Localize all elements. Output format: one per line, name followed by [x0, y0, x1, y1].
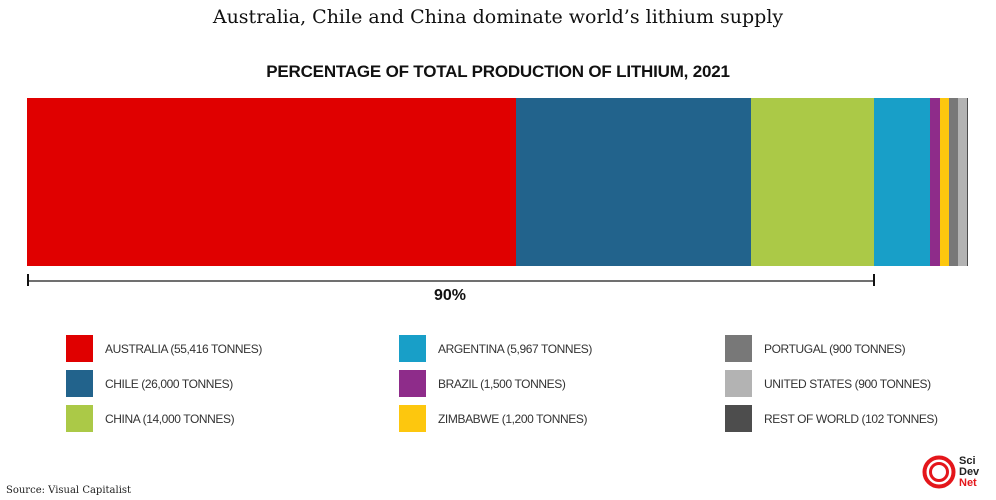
- legend-item-united-states: UNITED STATES (900 TONNES): [725, 370, 931, 397]
- logo-line-dev: Dev: [959, 465, 980, 478]
- legend-label: ARGENTINA (5,967 TONNES): [438, 341, 593, 356]
- bar-segment-argentina: [874, 98, 930, 266]
- legend-item-zimbabwe: ZIMBABWE (1,200 TONNES): [399, 405, 587, 432]
- logo-line-net: Net: [959, 476, 977, 489]
- legend-swatch: [66, 370, 93, 397]
- legend-item-chile: CHILE (26,000 TONNES): [66, 370, 233, 397]
- bracket-line: [27, 280, 874, 282]
- bar-segment-chile: [516, 98, 751, 266]
- legend-item-argentina: ARGENTINA (5,967 TONNES): [399, 335, 592, 362]
- bar-segment-zimbabwe: [940, 98, 949, 266]
- legend-swatch: [66, 335, 93, 362]
- legend-swatch: [399, 335, 426, 362]
- legend-swatch: [399, 405, 426, 432]
- legend-label: UNITED STATES (900 TONNES): [764, 376, 931, 391]
- legend-swatch: [725, 370, 752, 397]
- legend-label: BRAZIL (1,500 TONNES): [438, 376, 566, 391]
- legend-label: ZIMBABWE (1,200 TONNES): [438, 411, 588, 426]
- legend-swatch: [399, 370, 426, 397]
- bar-segment-portugal: [949, 98, 958, 266]
- legend-item-australia: AUSTRALIA (55,416 TONNES): [66, 335, 262, 362]
- source-note: Source: Visual Capitalist: [6, 485, 132, 496]
- chart-subtitle: PERCENTAGE OF TOTAL PRODUCTION OF LITHIU…: [266, 62, 730, 81]
- legend-label: CHILE (26,000 TONNES): [105, 376, 233, 391]
- legend-item-rest-of-world: REST OF WORLD (102 TONNES): [725, 405, 938, 432]
- legend-label: PORTUGAL (900 TONNES): [764, 341, 906, 356]
- legend-item-brazil: BRAZIL (1,500 TONNES): [399, 370, 566, 397]
- bar-segment-united-states: [958, 98, 967, 266]
- legend-label: AUSTRALIA (55,416 TONNES): [105, 341, 262, 356]
- bar-segment-australia: [27, 98, 516, 266]
- bracket-tick-left: [27, 274, 29, 286]
- logo-text: Sci Dev Net: [959, 454, 980, 489]
- stacked-bar: [27, 98, 968, 266]
- bar-segment-china: [751, 98, 874, 266]
- ring-logo-icon: [922, 455, 956, 489]
- chart-title: Australia, Chile and China dominate worl…: [212, 6, 784, 28]
- bar-segment-brazil: [930, 98, 940, 266]
- legend-swatch: [725, 335, 752, 362]
- logo-line-sci: Sci: [959, 454, 976, 467]
- legend-swatch: [725, 405, 752, 432]
- legend-label: REST OF WORLD (102 TONNES): [764, 411, 938, 426]
- legend-swatch: [66, 405, 93, 432]
- bracket-tick-right: [873, 274, 875, 286]
- legend-item-portugal: PORTUGAL (900 TONNES): [725, 335, 906, 362]
- legend-item-china: CHINA (14,000 TONNES): [66, 405, 235, 432]
- bar-segment-rest-of-world: [967, 98, 968, 266]
- scidevnet-logo: Sci Dev Net: [922, 455, 979, 489]
- bracket-label: 90%: [433, 287, 467, 304]
- legend-label: CHINA (14,000 TONNES): [105, 411, 235, 426]
